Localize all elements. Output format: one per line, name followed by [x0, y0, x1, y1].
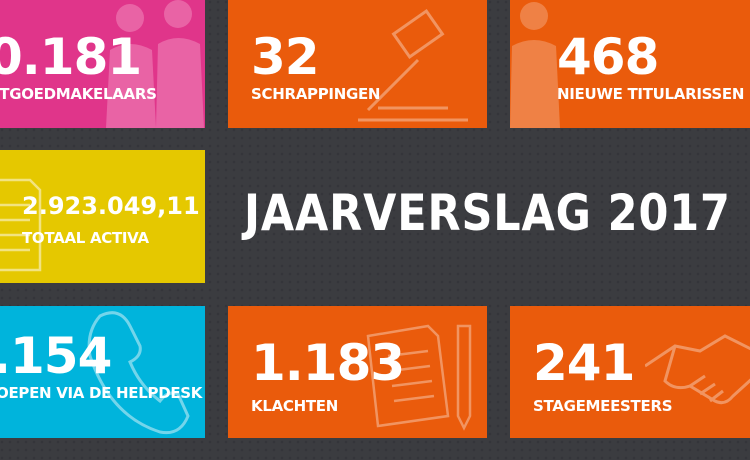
- phone-icon: [87, 311, 190, 435]
- stat-value: .154: [0, 327, 112, 385]
- page-title: JAARVERSLAG 2017: [244, 184, 731, 242]
- stat-label: TOTAAL ACTIVA: [22, 229, 149, 247]
- business-people-icon: [106, 0, 204, 128]
- stat-tile-helpdesk: .154 OEPEN VIA DE HELPDESK: [0, 306, 205, 438]
- stat-label: KLACHTEN: [251, 397, 338, 415]
- stat-tile-stagemeesters: 241 STAGEMEESTERS: [510, 306, 750, 438]
- gavel-icon: [358, 8, 468, 122]
- stat-tile-makelaars: 0.181 ITGOEDMAKELAARS: [0, 0, 205, 128]
- stat-value: 241: [533, 334, 635, 392]
- stat-tile-klachten: 1.183 KLACHTEN: [228, 306, 487, 438]
- stat-value: 2.923.049,11 €: [22, 192, 205, 220]
- people-icon: [510, 2, 560, 128]
- stat-label: NIEUWE TITULARISSEN: [557, 85, 745, 103]
- document-icon: [0, 178, 42, 272]
- handshake-icon: [645, 334, 750, 405]
- stat-value: 32: [251, 28, 320, 86]
- stat-tile-titularissen: 468 NIEUWE TITULARISSEN: [510, 0, 750, 128]
- documents-pencil-icon: [366, 324, 472, 431]
- stat-tile-activa: 2.923.049,11 € TOTAAL ACTIVA: [0, 150, 205, 283]
- stat-value: 468: [557, 28, 659, 86]
- stat-label: ITGOEDMAKELAARS: [0, 85, 157, 103]
- stat-label: STAGEMEESTERS: [533, 397, 673, 415]
- stat-label: OEPEN VIA DE HELPDESK: [0, 384, 203, 402]
- stat-value: 1.183: [251, 334, 405, 392]
- stat-tile-schrappingen: 32 SCHRAPPINGEN: [228, 0, 487, 128]
- stat-value: 0.181: [0, 28, 142, 86]
- stat-label: SCHRAPPINGEN: [251, 85, 381, 103]
